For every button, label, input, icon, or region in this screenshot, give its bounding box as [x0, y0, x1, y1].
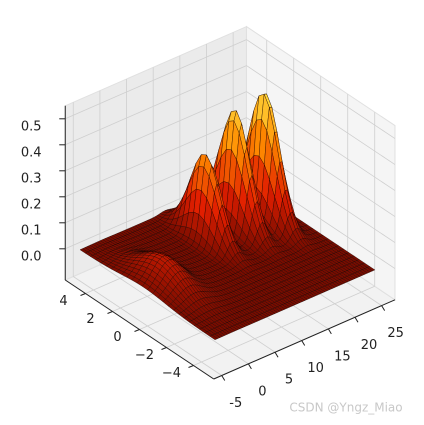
z-tick-label: 0.4: [21, 145, 42, 160]
y-tick: [134, 329, 140, 332]
x-tick: [327, 328, 332, 335]
grid-line: [65, 65, 247, 146]
grid-line: [193, 285, 375, 366]
z-tick-label: 0.3: [21, 171, 42, 186]
grid-line: [65, 91, 247, 172]
y-tick: [80, 293, 86, 296]
y-tick-label: 0: [113, 330, 121, 345]
z-tick-label: 0.5: [21, 119, 42, 134]
x-tick-label: 20: [361, 338, 378, 353]
y-tick: [188, 365, 194, 368]
grid-line: [246, 65, 396, 165]
y-axis: [64, 279, 215, 380]
y-tick: [161, 347, 167, 350]
grid-line: [65, 39, 247, 120]
x-tick-label: 10: [307, 361, 324, 376]
y-tick: [107, 311, 113, 314]
x-tick-label: 25: [387, 326, 404, 341]
x-tick-label: -5: [229, 396, 242, 411]
y-tick-label: −4: [162, 366, 181, 381]
surface: [79, 93, 376, 340]
x-tick: [301, 340, 306, 346]
y-tick-label: −2: [135, 348, 154, 363]
z-tick-label: 0.1: [21, 223, 42, 238]
x-tick: [221, 375, 226, 381]
x-axis: [213, 299, 396, 380]
y-tick-label: 4: [59, 294, 67, 309]
grid-line: [65, 143, 247, 224]
x-tick-label: 15: [334, 349, 351, 364]
x-tick: [247, 363, 252, 370]
surface-cell: [209, 334, 218, 340]
grid-line: [246, 39, 396, 139]
x-tick-label: 5: [285, 373, 293, 388]
z-tick-label: 0.2: [21, 197, 42, 212]
x-tick: [354, 316, 359, 323]
x-tick: [274, 351, 279, 358]
y-tick-label: 2: [86, 312, 94, 327]
watermark: CSDN @Yngz_Miao: [289, 401, 402, 415]
grid-line: [65, 117, 247, 198]
axes: -5 0 5 10 15 20 25 −4 −2 0 2 4 0.0 0.1 0.2 0.3 0.4 0.5: [21, 105, 404, 411]
x-tick: [381, 305, 386, 311]
z-tick-label: 0.0: [21, 249, 42, 264]
x-tick-label: 0: [258, 384, 266, 399]
